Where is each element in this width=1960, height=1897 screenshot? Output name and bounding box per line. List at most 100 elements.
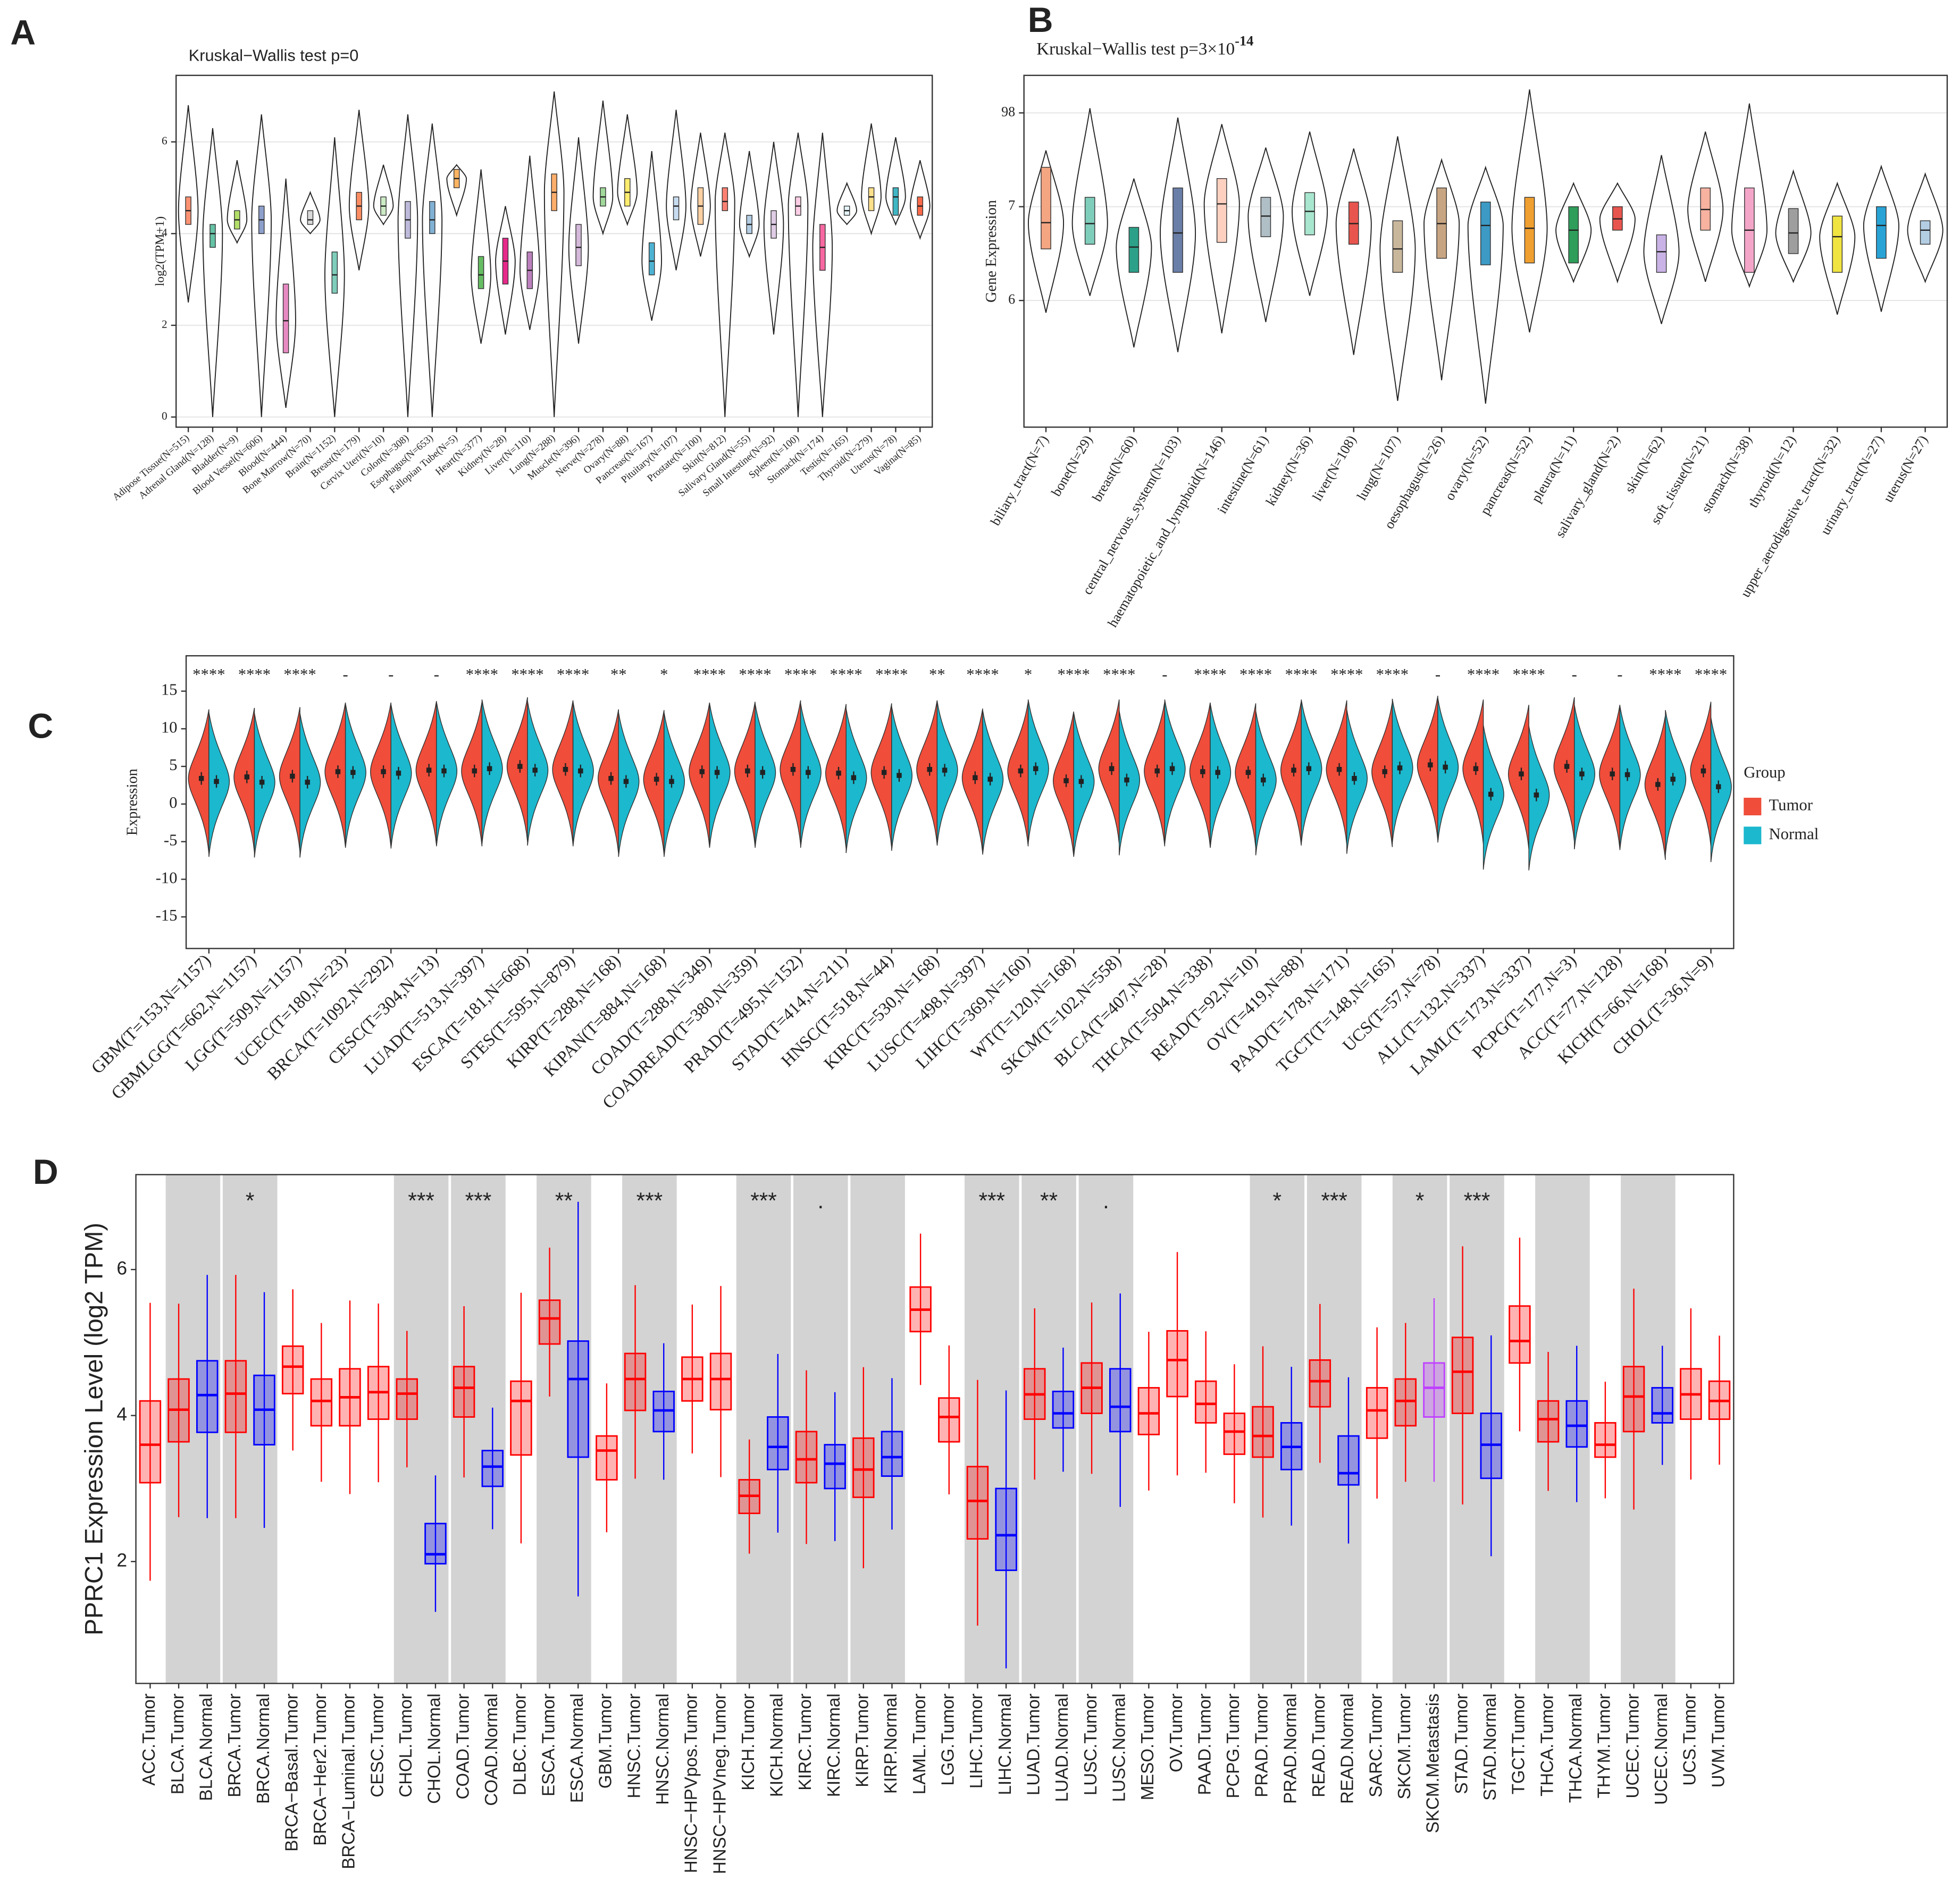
legend-swatch [1744, 798, 1762, 816]
x-tick-label: lung(N=107) [1354, 433, 1403, 503]
box [624, 1352, 647, 1411]
significance: **** [1103, 665, 1135, 683]
y-tick-label: 6 [162, 135, 167, 147]
x-tick-label: CESC.Tumor [367, 1693, 387, 1797]
violin [715, 132, 735, 417]
half-violin [845, 708, 867, 854]
box [1920, 220, 1931, 245]
pair-band [1021, 1174, 1076, 1684]
y-tick-label: 98 [1001, 104, 1015, 119]
pair-band [793, 1174, 848, 1684]
x-tick-label: biliary_tract(N=7) [987, 433, 1051, 529]
violin [275, 178, 296, 408]
y-tick-label: 4 [162, 226, 167, 239]
half-violin [1007, 701, 1029, 847]
half-violin [1144, 701, 1166, 847]
half-violin [664, 712, 685, 857]
x-tick-label: pleura(N=11) [1528, 433, 1579, 505]
pair-band [1621, 1174, 1676, 1684]
half-violin [1599, 705, 1621, 850]
half-violin [870, 703, 892, 848]
half-violin [689, 702, 710, 847]
y-tick-label: 6 [116, 1258, 127, 1279]
significance: **** [1058, 665, 1090, 683]
box [868, 187, 875, 211]
significance: *** [1321, 1189, 1347, 1214]
x-tick-label: MESO.Tumor [1138, 1693, 1158, 1800]
panel: C-15-10-5051015ExpressionGBM(T=153,N=115… [28, 655, 1819, 1113]
significance: *** [408, 1189, 434, 1214]
plot-frame [185, 655, 1735, 949]
half-violin [961, 708, 983, 854]
x-tick-label: THCA.Tumor [1537, 1693, 1557, 1796]
half-violin [780, 700, 801, 845]
violin [1335, 148, 1372, 355]
half-violin [1326, 700, 1347, 845]
x-tick-label: BRCA−Basal.Tumor [282, 1693, 301, 1851]
x-tick-label: CHOL.Tumor [396, 1693, 416, 1797]
violin [1203, 124, 1240, 333]
x-tick-label: BLCA.Normal [196, 1693, 216, 1801]
panel: D 2 4 6 PPRC1 Expression Level (log2 TPM) ACC… [33, 1152, 1735, 1874]
half-violin [1619, 705, 1641, 850]
box [139, 1400, 162, 1484]
box [1594, 1422, 1616, 1458]
pair-band [222, 1174, 278, 1684]
violin [300, 190, 321, 235]
half-violin [1665, 710, 1687, 855]
half-violin [390, 704, 412, 849]
x-tick-label: skin(N=62) [1622, 433, 1667, 496]
box [648, 242, 655, 275]
box [1084, 197, 1095, 245]
x-tick-label: LUAD.Tumor [1024, 1693, 1043, 1795]
half-violin [1462, 699, 1484, 845]
y-tick-label: 6 [1008, 291, 1015, 307]
pair-band [850, 1174, 905, 1684]
significance: * [1415, 1189, 1425, 1214]
significance: *** [465, 1189, 492, 1214]
half-violin [618, 712, 640, 857]
x-tick-label: LUSC.Tumor [1081, 1693, 1101, 1795]
panel-letter: B [1028, 1, 1053, 40]
significance: **** [1649, 665, 1681, 683]
half-violin [254, 713, 275, 858]
half-violin [1119, 711, 1141, 856]
panel-letter: A [10, 13, 36, 53]
x-tick-label: STAD.Normal [1480, 1693, 1500, 1800]
pair-band [393, 1174, 449, 1684]
box [1223, 1413, 1246, 1455]
box [1565, 1400, 1588, 1448]
violin [641, 151, 662, 321]
x-tick-label: LUSC.Normal [1109, 1693, 1129, 1802]
x-tick-label: liver(N=108) [1309, 433, 1359, 504]
x-tick-label: LIHC.Tumor [967, 1693, 986, 1789]
violin [446, 164, 467, 218]
x-tick-label: COAD.Tumor [453, 1693, 473, 1799]
half-violin [188, 709, 210, 854]
plot-frame [135, 1174, 1735, 1684]
half-violin [1371, 702, 1393, 847]
violin [543, 91, 565, 417]
significance: **** [966, 665, 999, 683]
violin [1511, 89, 1548, 333]
box [938, 1397, 960, 1443]
x-tick-label: UVM.Tumor [1708, 1693, 1728, 1787]
x-tick-label: uterus(N=27) [1880, 433, 1931, 505]
y-tick-label: 2 [162, 318, 167, 331]
half-violin [1482, 725, 1504, 870]
x-tick-label: ESCA.Tumor [539, 1693, 558, 1796]
x-tick-label: READ.Normal [1338, 1693, 1358, 1804]
x-tick-label: LAML.Tumor [910, 1693, 929, 1794]
x-tick-label: LGG.Tumor [939, 1693, 958, 1785]
violin [1643, 155, 1680, 324]
x-tick-label: BLCA.Tumor [168, 1693, 188, 1794]
x-tick-label: KIRP.Tumor [853, 1693, 873, 1787]
x-tick-label: THCA.Normal [1566, 1693, 1586, 1803]
significance: *** [978, 1189, 1005, 1214]
box [396, 1378, 418, 1420]
box [1537, 1400, 1560, 1443]
half-violin [755, 703, 776, 848]
x-tick-label: LIHC.Normal [995, 1693, 1015, 1795]
y-tick-label: 0 [162, 410, 167, 422]
violin [1467, 165, 1504, 404]
